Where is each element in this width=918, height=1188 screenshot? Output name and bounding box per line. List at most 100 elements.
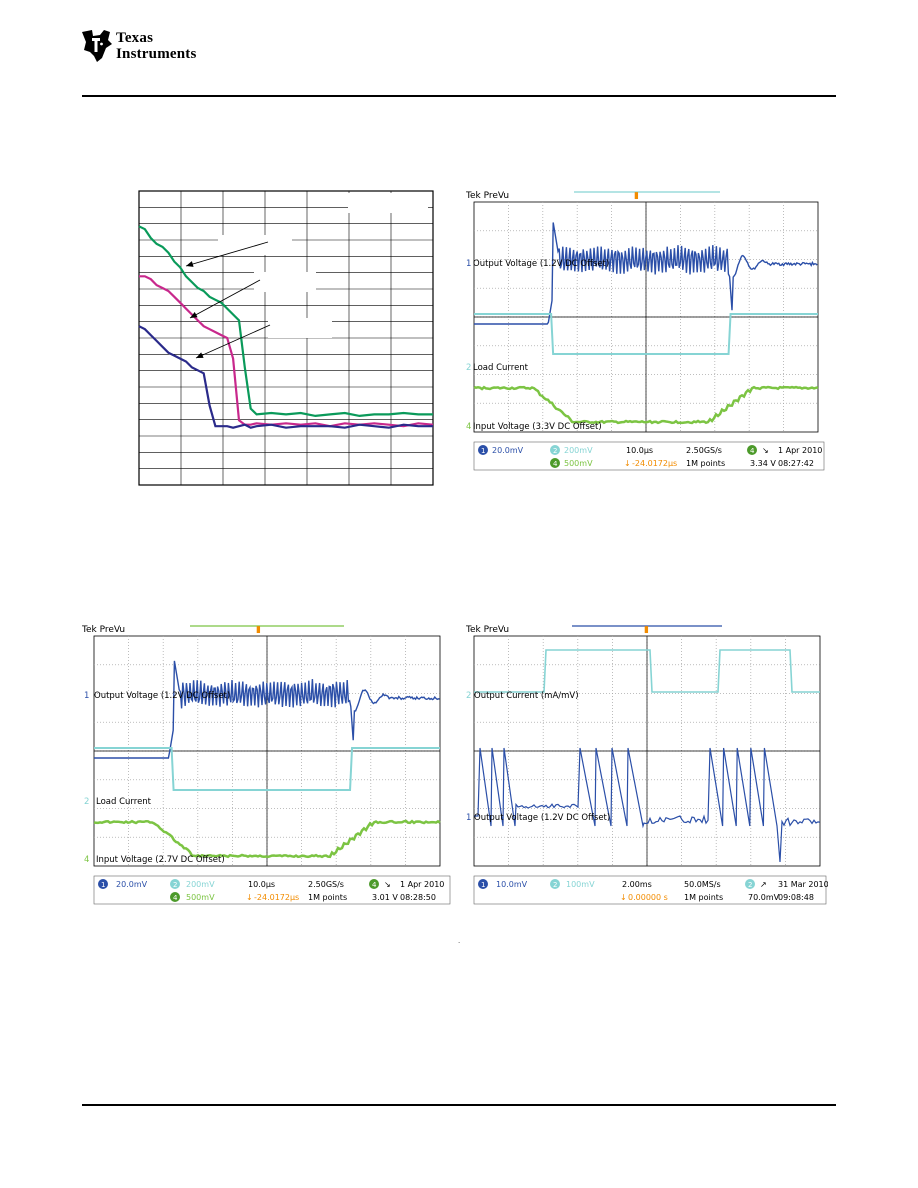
input-voltage-trace — [93, 819, 441, 859]
svg-text:4: 4 — [750, 447, 755, 455]
svg-text:1: 1 — [101, 881, 105, 889]
svg-text:↘: ↘ — [762, 446, 769, 455]
line-graph-svg — [138, 190, 434, 486]
legend-blank — [348, 193, 428, 213]
trace-label-load-current: Load Current — [96, 797, 152, 807]
logo-line1: Texas — [116, 30, 154, 46]
input-voltage-trace — [473, 385, 819, 425]
ch1-scale: 10.0mV — [496, 880, 528, 889]
svg-text:2: 2 — [466, 363, 471, 373]
trace-label-input-voltage: Input Voltage (3.3V DC Offset) — [473, 422, 602, 432]
scope-status-bar: 1 20.0mV 2 200mV 4 500mV 10.0µs ↓ -24.01… — [93, 875, 451, 905]
svg-text:4: 4 — [372, 881, 377, 889]
capture-time: 08:27:42 — [778, 459, 814, 468]
logo-line2: Instruments — [116, 46, 197, 62]
annotation-arrow — [185, 241, 269, 267]
svg-text:1: 1 — [466, 259, 471, 269]
graph-series-2 — [139, 275, 434, 428]
svg-text:▮: ▮ — [634, 191, 639, 201]
output-voltage-trace — [94, 660, 440, 759]
record-length: 1M points — [308, 893, 347, 902]
trigger-delay: -24.0172µs — [254, 893, 299, 902]
trace-label-output-current: Output Current (mA/mV) — [474, 691, 579, 701]
scope-capture-2: Tek PreVu ▮ 1 Output Voltage (1.2V DC Of… — [81, 622, 452, 911]
output-current-trace — [474, 649, 820, 693]
record-length: 1M points — [684, 893, 723, 902]
capture-date: 31 Mar 2010 — [778, 880, 828, 889]
svg-text:4: 4 — [173, 894, 178, 902]
ch2-scale: 200mV — [564, 446, 593, 455]
svg-text:1: 1 — [481, 447, 485, 455]
svg-text:2: 2 — [553, 447, 557, 455]
output-voltage-trace — [474, 222, 818, 325]
svg-text:4: 4 — [553, 460, 558, 468]
trigger-delay: 0.00000 s — [628, 893, 668, 902]
footer-rule — [82, 1104, 836, 1106]
svg-text:↓: ↓ — [246, 893, 253, 902]
trace-label-load-current: Load Current — [473, 363, 529, 373]
trigger-delay: -24.0172µs — [632, 459, 677, 468]
svg-text:1: 1 — [466, 813, 471, 823]
graph-series-1 — [138, 225, 433, 418]
sample-rate: 2.50GS/s — [686, 446, 722, 455]
svg-text:4: 4 — [84, 855, 89, 865]
arrow-head — [186, 261, 194, 267]
trigger-level: 3.34 V — [750, 459, 776, 468]
ch2-scale: 200mV — [186, 880, 215, 889]
sample-rate: 2.50GS/s — [308, 880, 344, 889]
capture-date: 1 Apr 2010 — [778, 446, 822, 455]
timebase: 10.0µs — [626, 446, 653, 455]
svg-text:↘: ↘ — [384, 880, 391, 889]
scope-capture-1: Tek PreVu ▮ 1 Output Voltage (1.2V DC Of… — [465, 188, 826, 477]
output-voltage-trace — [474, 747, 821, 863]
arrow-head — [196, 352, 204, 358]
svg-text:2: 2 — [84, 797, 89, 807]
svg-text:▮: ▮ — [256, 625, 261, 635]
svg-text:2: 2 — [466, 691, 471, 701]
annotation-arrow — [195, 324, 271, 359]
trigger-level: 3.01 V — [372, 893, 398, 902]
timebase: 10.0µs — [248, 880, 275, 889]
trace-label-input-voltage: Input Voltage (2.7V DC Offset) — [96, 855, 225, 865]
trigger-level: 70.0mV — [748, 893, 780, 902]
annotation-blank — [268, 318, 332, 338]
header-rule — [82, 95, 836, 97]
svg-text:2: 2 — [553, 881, 557, 889]
arrow-head — [190, 312, 198, 318]
load-current-trace — [94, 747, 440, 791]
svg-text:↗: ↗ — [760, 880, 767, 889]
record-length: 1M points — [686, 459, 725, 468]
trace-label-output-voltage: Output Voltage (1.2V DC Offset) — [473, 259, 609, 269]
scope-1-svg: Tek PreVu ▮ 1 Output Voltage (1.2V DC Of… — [465, 191, 825, 471]
capture-date: 1 Apr 2010 — [400, 880, 444, 889]
timebase: 2.00ms — [622, 880, 652, 889]
scope-status-bar: 1 20.0mV 2 200mV 4 500mV 10.0µs ↓ -24.01… — [473, 441, 825, 471]
tek-label: Tek PreVu — [466, 625, 509, 635]
ch4-scale: 500mV — [564, 459, 593, 468]
load-current-trace — [474, 313, 818, 355]
svg-text:1: 1 — [481, 881, 485, 889]
annotation-arrow — [189, 279, 261, 319]
ti-map-icon — [82, 30, 112, 62]
line-graph — [138, 190, 434, 491]
svg-text:▮: ▮ — [644, 625, 649, 635]
svg-text:1: 1 — [84, 691, 89, 701]
scope-2-svg: Tek PreVu ▮ 1 Output Voltage (1.2V DC Of… — [81, 625, 451, 905]
svg-text:2: 2 — [173, 881, 177, 889]
page-speck: . — [458, 936, 461, 945]
svg-text:↓: ↓ — [624, 459, 631, 468]
annotation-blank — [254, 272, 316, 292]
scope-capture-3: Tek PreVu ▮ 2 Output Current (mA/mV) 1 O… — [465, 622, 829, 911]
ch1-scale: 20.0mV — [492, 446, 524, 455]
ch1-scale: 20.0mV — [116, 880, 148, 889]
svg-text:↓: ↓ — [620, 893, 627, 902]
ch4-scale: 500mV — [186, 893, 215, 902]
tek-label: Tek PreVu — [82, 625, 125, 635]
scope-3-svg: Tek PreVu ▮ 2 Output Current (mA/mV) 1 O… — [465, 625, 829, 905]
capture-time: 09:08:48 — [778, 893, 814, 902]
tek-label: Tek PreVu — [466, 191, 509, 201]
graph-series-3 — [138, 325, 433, 429]
svg-text:4: 4 — [466, 422, 471, 432]
trace-label-output-voltage: Output Voltage (1.2V DC Offset) — [94, 691, 230, 701]
sample-rate: 50.0MS/s — [684, 880, 721, 889]
